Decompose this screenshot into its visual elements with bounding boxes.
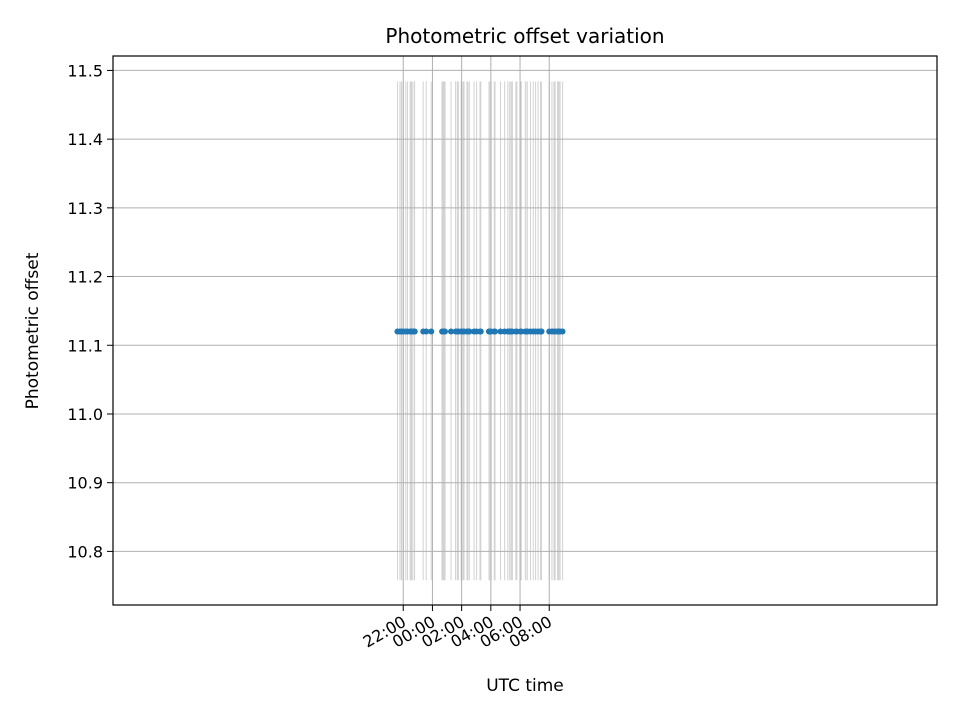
data-point bbox=[538, 328, 545, 335]
data-point bbox=[441, 328, 448, 335]
data-point bbox=[428, 328, 435, 335]
data-point bbox=[411, 328, 418, 335]
y-tick-label: 11.1 bbox=[67, 336, 103, 355]
y-tick-label: 11.0 bbox=[67, 405, 103, 424]
data-point bbox=[559, 328, 566, 335]
y-tick-label: 10.8 bbox=[67, 542, 103, 561]
chart-title: Photometric offset variation bbox=[385, 24, 664, 48]
x-axis-title: UTC time bbox=[486, 676, 564, 696]
plot-frame bbox=[112, 55, 938, 606]
y-tick-label: 11.5 bbox=[67, 61, 103, 80]
y-tick-label: 10.9 bbox=[67, 474, 103, 493]
y-tick-label: 11.4 bbox=[67, 130, 103, 149]
y-tick-label: 11.3 bbox=[67, 199, 103, 218]
data-point bbox=[477, 328, 484, 335]
data-point bbox=[423, 328, 430, 335]
data-point bbox=[447, 328, 454, 335]
y-tick-label: 11.2 bbox=[67, 268, 103, 287]
data-point bbox=[492, 328, 499, 335]
y-axis-title: Photometric offset bbox=[23, 252, 43, 409]
y-axis: 10.8 10.9 11.0 11.1 11.2 11.3 11.4 11.5 bbox=[67, 61, 113, 561]
points-layer bbox=[394, 328, 566, 335]
data-point bbox=[466, 328, 473, 335]
